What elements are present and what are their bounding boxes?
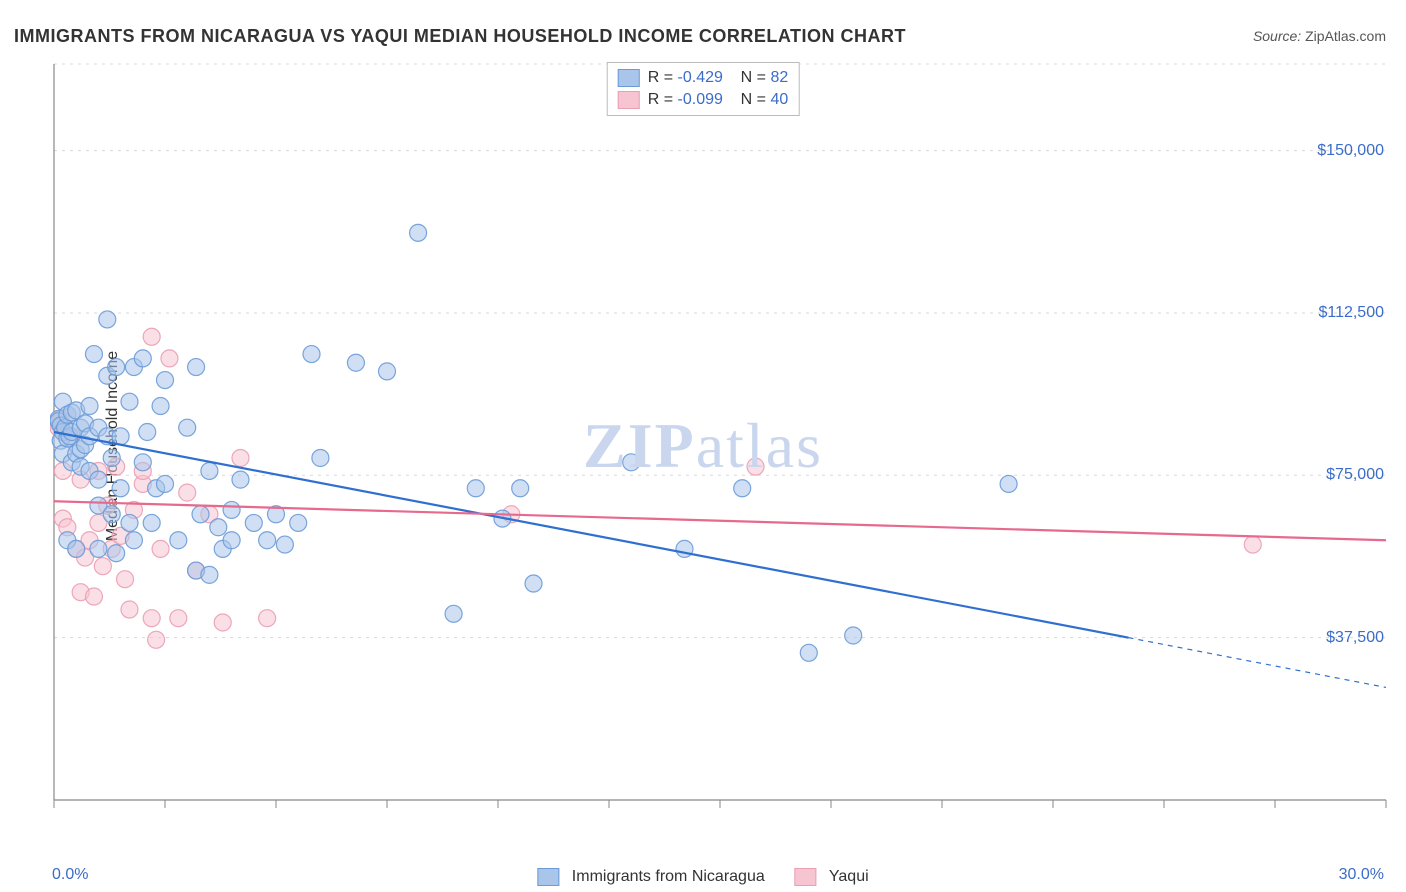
chart-container: IMMIGRANTS FROM NICARAGUA VS YAQUI MEDIA…	[0, 0, 1406, 892]
x-axis-max-label: 30.0%	[1339, 866, 1384, 884]
legend-swatch-yaqui	[618, 91, 640, 109]
legend-swatch-yaqui-bottom	[795, 868, 817, 886]
source-label: Source:	[1253, 28, 1301, 44]
stats-r-1: R = -0.099 N = 40	[648, 91, 789, 109]
legend-swatch-nicaragua	[618, 69, 640, 87]
chart-title: IMMIGRANTS FROM NICARAGUA VS YAQUI MEDIA…	[14, 26, 906, 47]
bottom-legend-item-1: Yaqui	[795, 868, 869, 886]
stats-r-0: R = -0.429 N = 82	[648, 69, 789, 87]
y-tick-label: $75,000	[1326, 466, 1384, 484]
y-tick-label: $112,500	[1318, 304, 1384, 322]
x-axis-min-label: 0.0%	[52, 866, 88, 884]
plot-area	[50, 60, 1390, 830]
bottom-legend: Immigrants from Nicaragua Yaqui	[537, 868, 868, 886]
bottom-legend-item-0: Immigrants from Nicaragua	[537, 868, 764, 886]
chart-svg	[50, 60, 1390, 830]
stats-legend-row-1: R = -0.099 N = 40	[618, 89, 789, 111]
y-tick-label: $37,500	[1326, 629, 1384, 647]
y-tick-label: $150,000	[1317, 142, 1384, 160]
stats-legend-row-0: R = -0.429 N = 82	[618, 67, 789, 89]
stats-legend: R = -0.429 N = 82 R = -0.099 N = 40	[607, 62, 800, 116]
source-attribution: Source: ZipAtlas.com	[1253, 28, 1386, 44]
legend-swatch-nicaragua-bottom	[537, 868, 559, 886]
source-value: ZipAtlas.com	[1305, 28, 1386, 44]
